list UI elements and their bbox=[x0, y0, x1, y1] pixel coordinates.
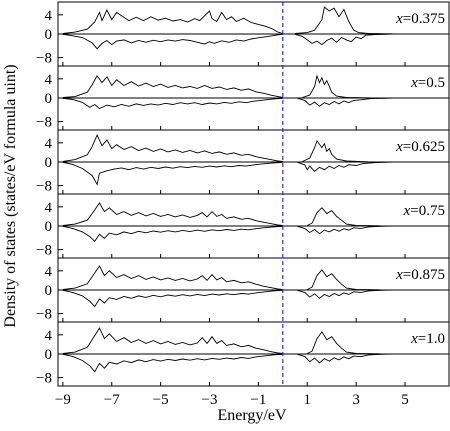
spin-up-conduction-curve bbox=[302, 139, 369, 163]
x-tick-label: −7 bbox=[104, 392, 120, 408]
panel-composition-label: x=0.375 bbox=[395, 11, 445, 27]
panel-composition-label: x=1.0 bbox=[410, 331, 445, 347]
x-tick-label: 5 bbox=[401, 392, 409, 408]
y-tick-label: 4 bbox=[45, 200, 53, 216]
y-tick-label: 0 bbox=[45, 155, 53, 171]
spin-up-conduction-curve bbox=[294, 6, 393, 35]
spin-up-valence-curve bbox=[62, 265, 283, 290]
y-tick-label: 0 bbox=[45, 27, 53, 43]
x-tick-label: −1 bbox=[250, 392, 266, 408]
panel-composition-label: x=0.75 bbox=[403, 203, 445, 219]
spin-up-conduction-curve bbox=[307, 207, 381, 227]
spin-down-conduction-curve bbox=[297, 289, 393, 299]
y-tick-label: −8 bbox=[36, 243, 52, 259]
y-tick-label: 4 bbox=[45, 72, 53, 88]
y-tick-label: −8 bbox=[36, 179, 52, 195]
dos-panel: 4 0 −8 x=1.0 bbox=[36, 321, 450, 387]
x-tick-label: 3 bbox=[352, 392, 360, 408]
y-tick-label: −8 bbox=[36, 51, 52, 67]
spin-down-conduction-curve bbox=[297, 97, 393, 107]
spin-down-conduction-curve bbox=[294, 33, 393, 46]
y-tick-label: 4 bbox=[45, 8, 53, 24]
dos-panel: 4 0 −8 x=0.75 bbox=[36, 193, 450, 259]
x-tick-label: 1 bbox=[304, 392, 312, 408]
spin-down-conduction-curve bbox=[297, 353, 393, 364]
y-tick-label: 0 bbox=[45, 219, 53, 235]
y-tick-label: 0 bbox=[45, 283, 53, 299]
dos-panel: 4 0 −8 x=0.875 bbox=[36, 257, 450, 323]
dos-panel: 4 0 −8 x=0.5 bbox=[36, 65, 450, 131]
y-tick-label: −8 bbox=[36, 307, 52, 323]
panel-composition-label: x=0.625 bbox=[395, 139, 445, 155]
y-tick-label: 4 bbox=[45, 136, 53, 152]
spin-down-valence-curve bbox=[62, 353, 283, 373]
spin-up-conduction-curve bbox=[307, 269, 381, 291]
y-tick-label: −8 bbox=[36, 115, 52, 131]
spin-up-valence-curve bbox=[62, 202, 283, 226]
spin-down-valence-curve bbox=[62, 161, 283, 186]
spin-down-valence-curve bbox=[62, 33, 283, 50]
y-tick-label: 4 bbox=[45, 328, 53, 344]
spin-up-valence-curve bbox=[62, 327, 283, 354]
y-axis-label: Density of states (states/eV formula uin… bbox=[2, 64, 19, 327]
spin-down-valence-curve bbox=[62, 97, 283, 110]
spin-up-valence-curve bbox=[62, 75, 283, 98]
spin-up-valence-curve bbox=[62, 8, 283, 34]
y-tick-label: −8 bbox=[36, 371, 52, 387]
spin-up-valence-curve bbox=[62, 133, 283, 162]
x-tick-label: −3 bbox=[202, 392, 218, 408]
spin-up-conduction-curve bbox=[302, 74, 369, 99]
dos-panel: 4 0 −8 x=0.375 bbox=[36, 1, 450, 67]
x-tick-label: −9 bbox=[55, 392, 71, 408]
y-tick-label: 4 bbox=[45, 264, 53, 280]
x-axis: −9 −7 −5 −3 −1 1 3 5 bbox=[55, 392, 409, 408]
panels-group: 4 0 −8 x=0.375 4 0 −8 x=0.5 4 0 −8 x=0.625 4 0 −8 x=0.7… bbox=[36, 1, 450, 387]
spin-down-valence-curve bbox=[62, 225, 283, 242]
panel-composition-label: x=0.5 bbox=[410, 75, 445, 91]
spin-up-conduction-curve bbox=[307, 331, 381, 355]
spin-down-conduction-curve bbox=[297, 161, 393, 173]
spin-down-valence-curve bbox=[62, 289, 283, 308]
x-tick-label: −5 bbox=[153, 392, 169, 408]
dos-panel: 4 0 −8 x=0.625 bbox=[36, 129, 450, 195]
spin-down-conduction-curve bbox=[297, 225, 393, 235]
y-tick-label: 0 bbox=[45, 91, 53, 107]
x-axis-label: Energy/eV bbox=[217, 407, 286, 424]
panel-composition-label: x=0.875 bbox=[395, 267, 445, 283]
y-tick-label: 0 bbox=[45, 347, 53, 363]
